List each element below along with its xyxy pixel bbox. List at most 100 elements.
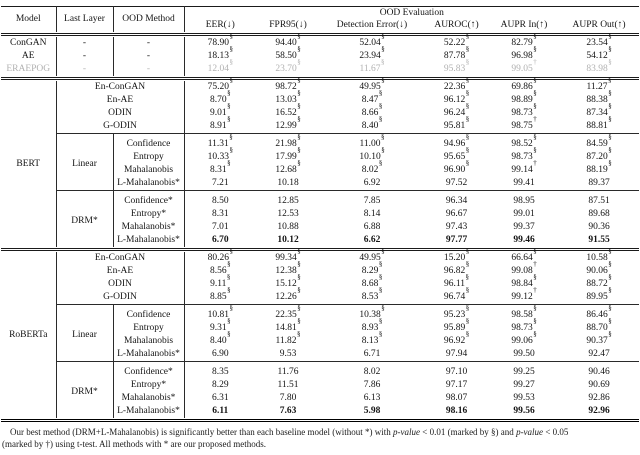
cell-ood-method: Confidence [112, 309, 184, 322]
cell-value: 97.94 [445, 349, 468, 359]
cell-value: 99.01 [513, 209, 535, 219]
cell-value: 90.06§ [586, 260, 612, 276]
cell-value: 6.88 [363, 222, 381, 232]
cell-value: 8.29 [183, 379, 256, 392]
cell-value: 90.37§ [586, 330, 612, 346]
cell-value: 10.33§ [183, 147, 256, 164]
significance-marker: § [465, 330, 470, 339]
cell-value: 9.01§ [183, 103, 256, 120]
cell-value: 99.50 [513, 349, 535, 359]
significance-marker: § [227, 89, 231, 98]
section-divider [1, 76, 640, 81]
cell-value: 98.89§ [511, 89, 537, 105]
cell-value: 12.99§ [275, 115, 301, 131]
cell-value: 96.11§ [443, 273, 470, 289]
cell-value: 98.75† [511, 115, 537, 131]
cell-value: 99.41 [513, 178, 535, 188]
cell-value: 98.58§ [511, 304, 537, 320]
subsection-divider-line [424, 304, 489, 309]
section-divider [1, 247, 640, 252]
cell-value: 5.98 [363, 406, 381, 416]
cell-value: 97.17 [445, 380, 468, 390]
subsection-divider-line [256, 361, 320, 366]
cell-value: 11.27§ [586, 76, 612, 92]
cell-ood-method: - [112, 50, 184, 63]
cell-value: 96.74§ [443, 286, 470, 302]
cell-value: 6.11 [183, 405, 256, 418]
section-divider [1, 418, 640, 423]
table-row: Entropy* 8.31 12.53 8.14 96.67 99.01 89.68 [1, 208, 639, 221]
significance-marker: § [297, 58, 301, 67]
significance-marker: § [381, 247, 385, 256]
subsection-divider-line [183, 190, 256, 195]
cell-value: 22.36§ [443, 76, 470, 92]
subsection-divider-line [55, 190, 113, 195]
cell-value: 80.26§ [183, 248, 256, 265]
table-row: Entropy 9.31§ 14.81§ 8.93§ 95.89§ 98.73§ 88.70… [1, 318, 639, 335]
cell-value: 92.47 [588, 349, 610, 359]
subsection-divider-line [112, 361, 184, 366]
cell-value: 75.20§ [183, 77, 256, 94]
cell-value: 58.50§ [275, 45, 301, 61]
significance-marker: § [297, 159, 301, 168]
horizontal-rule [1, 77, 640, 80]
significance-marker: § [227, 286, 231, 295]
header-divider [1, 32, 640, 37]
cell-model: RoBERTa [9, 329, 48, 340]
significance-marker: § [608, 133, 612, 142]
table-row: RoBERTa En-ConGAN 80.26§ 99.34§ 49.95§ 15.20§… [1, 248, 639, 340]
subsection-divider-line [424, 190, 489, 195]
caption-line: (marked by †) using t-test. All methods … [2, 438, 638, 450]
table-row: L-Mahalanobis* 7.21 10.18 6.92 97.52 99.41 89.… [1, 177, 639, 191]
subsection-divider-line [320, 190, 424, 195]
horizontal-rule [1, 248, 640, 251]
subsection-divider-line [256, 304, 320, 309]
group-header-ood-evaluation: OOD Evaluation [183, 6, 640, 19]
significance-marker: § [227, 260, 231, 269]
cell-ood-method: Entropy [112, 322, 184, 335]
cell-value: 11.76 [277, 367, 299, 377]
significance-marker: § [608, 146, 612, 155]
significance-marker: § [227, 159, 231, 168]
cell-value: 11.31§ [183, 134, 256, 151]
significance-marker: § [608, 330, 612, 339]
cell-ood-method: - [112, 63, 184, 76]
cell-value: 8.40§ [183, 331, 256, 348]
cell-value: 8.14 [363, 209, 381, 219]
cell-value: 99.12† [511, 286, 537, 302]
cell-value: 7.80 [279, 393, 297, 403]
subsection-divider-line [55, 361, 113, 366]
table-row: Linear Confidence 10.81§ 22.35§ 10.38§ 95.23§… [1, 304, 639, 362]
col-header-aupr-out: AUPR Out(↑) [572, 20, 626, 30]
significance-marker: § [533, 330, 537, 339]
subsection-divider [1, 361, 640, 366]
cell-value: 11.82§ [275, 330, 301, 346]
cell-value: 6.31 [183, 392, 256, 405]
cell-value: 99.08† [511, 260, 537, 276]
significance-marker: § [533, 76, 537, 85]
significance-marker: § [227, 317, 231, 326]
significance-marker: § [608, 102, 612, 111]
col-header-ood-method: OOD Method [112, 6, 184, 32]
subsection-divider-line [256, 133, 320, 138]
cell-value: 10.10§ [359, 146, 385, 162]
cell-value: 8.91§ [183, 116, 256, 134]
cell-value: 13.03§ [275, 89, 301, 105]
significance-marker: § [227, 115, 231, 124]
subsection-divider-line [559, 133, 640, 138]
significance-marker: § [465, 260, 470, 269]
table-body: ConGAN - -78.90§ 94.40§ 52.04§ 52.22§ 82.79§ 23… [1, 32, 640, 423]
cell-value: 8.40§ [361, 115, 383, 131]
cell-value: 86.46§ [586, 304, 612, 320]
significance-marker: † [533, 260, 537, 269]
cell-value: 98.73§ [511, 102, 537, 118]
cell-ood-method: Mahalanobis* [112, 221, 184, 234]
table-row: Mahalanobis* 7.01 10.88 6.88 97.43 99.37 90.36 [1, 221, 639, 234]
cell-value: 12.38§ [275, 260, 301, 276]
cell-value: 8.31§ [183, 160, 256, 177]
significance-marker: § [533, 247, 537, 256]
table-row: G-ODIN 8.85§ 12.26§ 8.53§ 96.74§ 99.12† 89.95§ [1, 286, 639, 305]
cell-value: 12.53 [277, 209, 299, 219]
cell-value: 9.53 [279, 349, 297, 359]
cell-value: 98.16 [445, 406, 468, 416]
